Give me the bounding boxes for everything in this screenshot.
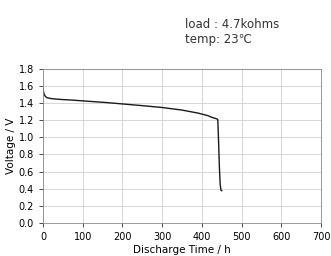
Text: load : 4.7kohms
temp: 23℃: load : 4.7kohms temp: 23℃	[185, 18, 280, 46]
Y-axis label: Voltage / V: Voltage / V	[6, 118, 16, 174]
X-axis label: Discharge Time / h: Discharge Time / h	[133, 244, 231, 254]
